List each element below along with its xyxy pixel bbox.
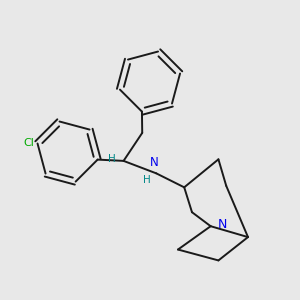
Text: N: N [150,156,159,169]
Text: N: N [218,218,227,231]
Text: H: H [108,154,116,164]
Text: Cl: Cl [23,138,34,148]
Text: H: H [143,175,151,185]
